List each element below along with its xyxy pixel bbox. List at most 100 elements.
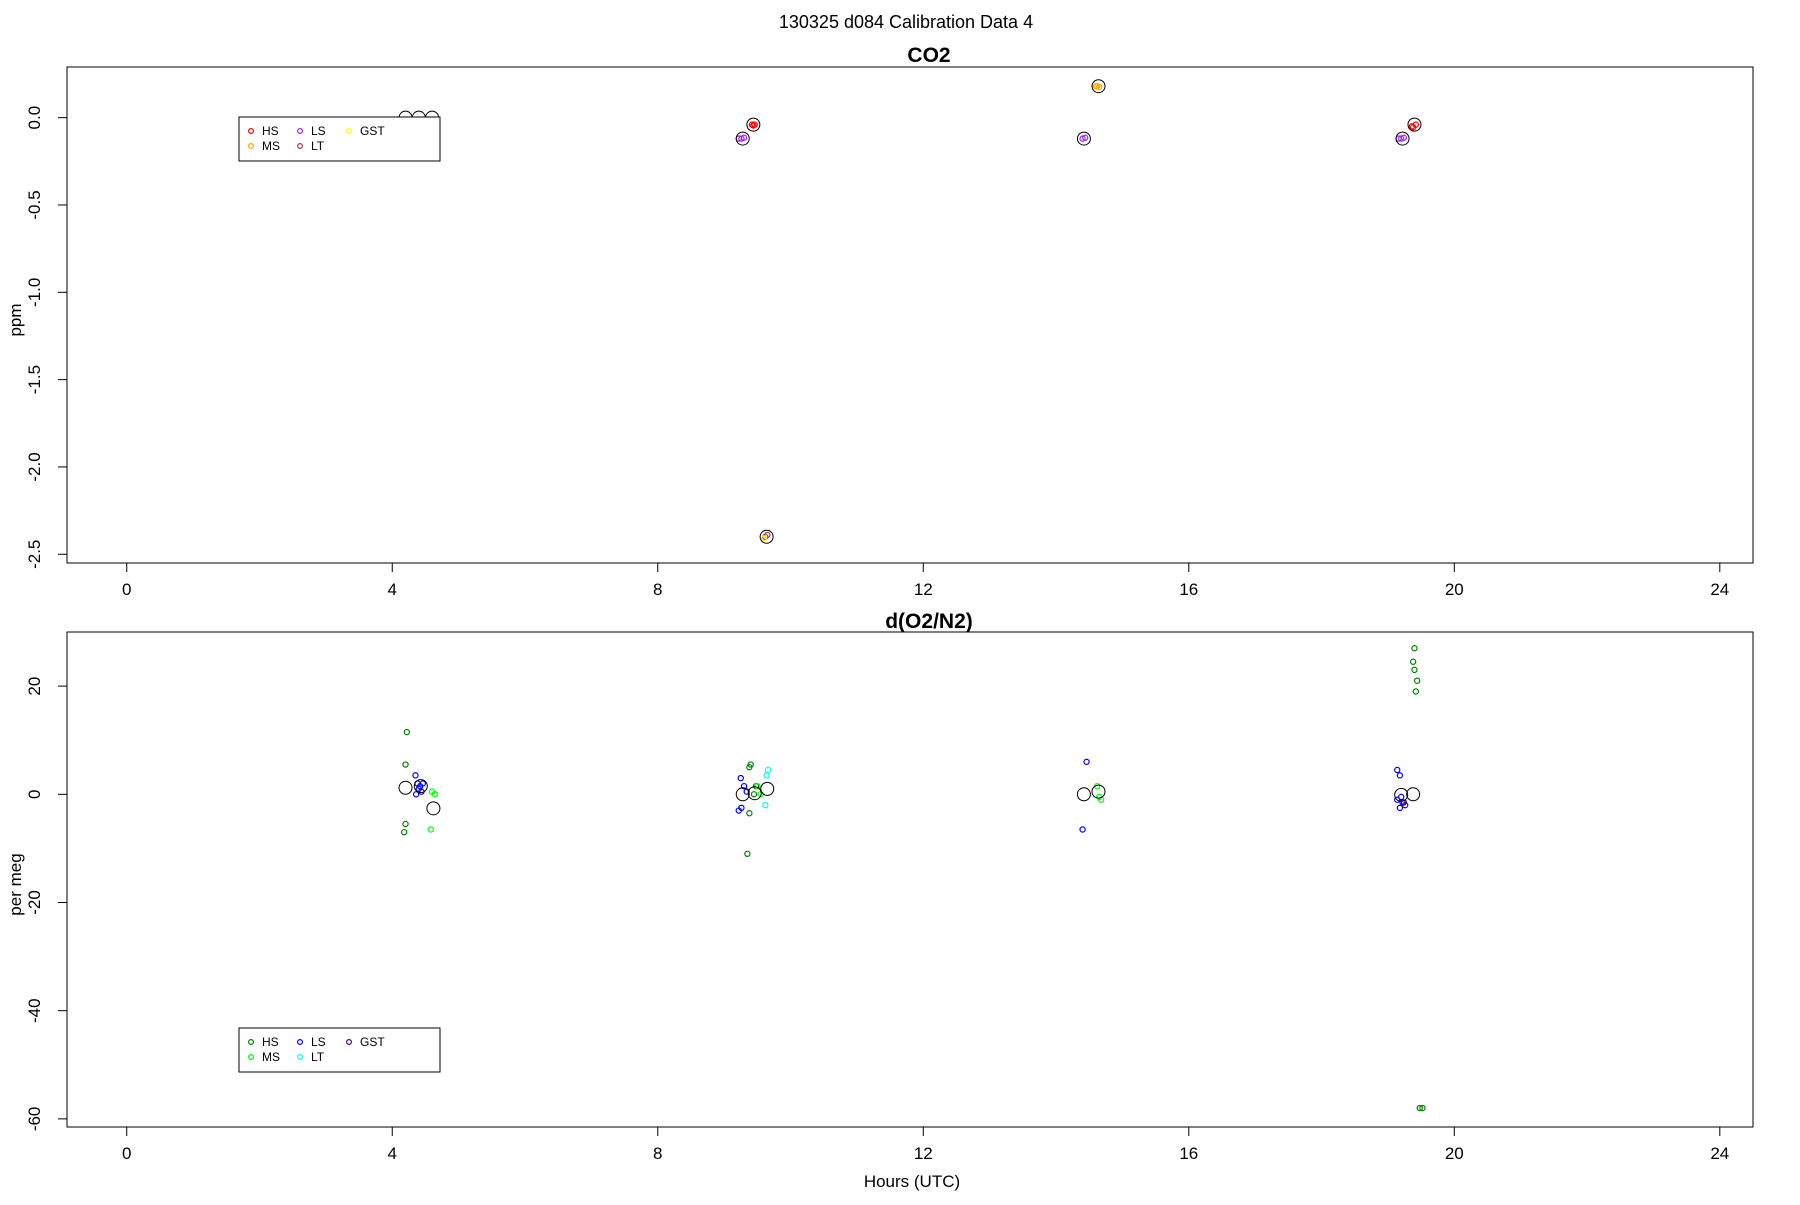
legend-label: MS (262, 139, 280, 153)
y-tick-label: -60 (25, 1107, 44, 1132)
mean-markers (398, 79, 1422, 544)
o2n2-panel: d(O2/N2) 0 4 8 12 16 20 24 20 0 -20 -40 -60 per meg Ho… (6, 610, 1754, 1191)
data-point-hs (1411, 645, 1418, 652)
mean-marker (413, 779, 428, 794)
x-tick-label: 12 (914, 580, 933, 599)
figure-title: 130325 d084 Calibration Data 4 (779, 12, 1033, 32)
data-point-ms (431, 791, 438, 798)
x-tick-label: 20 (1445, 1144, 1464, 1163)
x-tick-label: 24 (1710, 580, 1729, 599)
legend-label: MS (262, 1050, 280, 1064)
y-tick-label: -2.5 (25, 540, 44, 569)
y-axis-label: per meg (6, 853, 25, 915)
x-tick-label: 0 (122, 1144, 131, 1163)
mean-marker (735, 131, 750, 146)
legend-marker (346, 128, 353, 135)
data-point-hs (403, 728, 411, 736)
legend-marker (346, 1038, 353, 1045)
y-tick-label: -2.0 (25, 452, 44, 481)
y-tick-label: 20 (25, 677, 44, 696)
data-point-hs (402, 761, 409, 768)
data-point-lt (764, 766, 772, 774)
legend-label: LT (311, 1050, 325, 1064)
y-tick-label: 0 (25, 790, 44, 799)
data-point-hs (747, 761, 754, 768)
data-point-hs (1413, 677, 1421, 684)
x-tick-label: 12 (914, 1144, 933, 1163)
y-axis-label: ppm (6, 303, 25, 336)
data-point-ls (1079, 826, 1086, 833)
data-point-lt (764, 531, 771, 539)
panel-title: d(O2/N2) (885, 610, 973, 633)
data-points (401, 645, 1426, 1112)
mean-marker (746, 117, 761, 132)
data-point-lt (762, 801, 769, 809)
data-point-ls (412, 772, 419, 779)
data-point-ms (427, 826, 434, 833)
legend-marker (248, 128, 255, 135)
data-point-gst (760, 535, 768, 542)
legend-marker (297, 128, 304, 135)
legend-label: GST (360, 1035, 385, 1049)
mean-marker (1076, 787, 1091, 802)
mean-marker (747, 786, 762, 801)
data-point-hs (1409, 658, 1417, 665)
data-point-hs (1411, 666, 1418, 674)
x-tick-label: 16 (1179, 1144, 1198, 1163)
x-tick-label: 4 (388, 1144, 397, 1163)
x-tick-label: 16 (1179, 580, 1198, 599)
data-point-ls (419, 780, 426, 787)
mean-markers (398, 779, 1421, 816)
legend-label: LS (311, 124, 326, 138)
mean-marker (1394, 787, 1409, 802)
legend-label: HS (262, 124, 279, 138)
data-point-hs (1409, 124, 1417, 131)
x-tick-label: 8 (653, 580, 662, 599)
data-point-hs (746, 810, 753, 817)
mean-marker (1076, 131, 1091, 146)
y-tick-label: -1.5 (25, 365, 44, 394)
x-tick-label: 4 (388, 580, 397, 599)
legend-box (238, 1027, 441, 1073)
data-point-ms (1095, 83, 1103, 91)
data-point-hs (402, 820, 409, 828)
data-point-ls (1397, 135, 1405, 142)
data-point-hs (750, 791, 758, 798)
mean-marker (426, 801, 441, 816)
legend-marker (248, 143, 255, 150)
data-point-ls (735, 807, 742, 814)
legend-marker (248, 1038, 255, 1045)
mean-marker (735, 787, 750, 802)
data-point-ls (740, 782, 748, 790)
x-tick-label: 0 (122, 580, 131, 599)
data-point-hs (1412, 688, 1420, 695)
mean-marker (1091, 79, 1106, 94)
legend-marker (297, 143, 304, 150)
data-point-ls (1396, 804, 1404, 812)
x-tick-label: 24 (1710, 1144, 1729, 1163)
data-point-ls (737, 774, 744, 782)
mean-marker (1407, 117, 1422, 132)
data-point-gst (1401, 801, 1409, 809)
legend-label: HS (262, 1035, 279, 1049)
x-axis-label: Hours (UTC) (864, 1172, 960, 1191)
data-point-ls (1394, 766, 1401, 774)
mean-marker (1091, 784, 1106, 799)
data-point-ls (1082, 134, 1089, 141)
legend-box (238, 116, 441, 162)
mean-marker (1395, 131, 1410, 146)
data-point-hs (1419, 1104, 1426, 1112)
data-point-ls (738, 135, 745, 142)
legend-marker (248, 1053, 255, 1060)
data-points (735, 83, 1420, 542)
legend-label: GST (360, 124, 385, 138)
panel-title: CO2 (907, 44, 950, 67)
y-tick-label: -20 (25, 890, 44, 915)
data-point-hs (401, 828, 408, 836)
legend-label: LT (311, 139, 325, 153)
mean-marker (759, 529, 774, 544)
data-point-ms (1092, 83, 1100, 90)
